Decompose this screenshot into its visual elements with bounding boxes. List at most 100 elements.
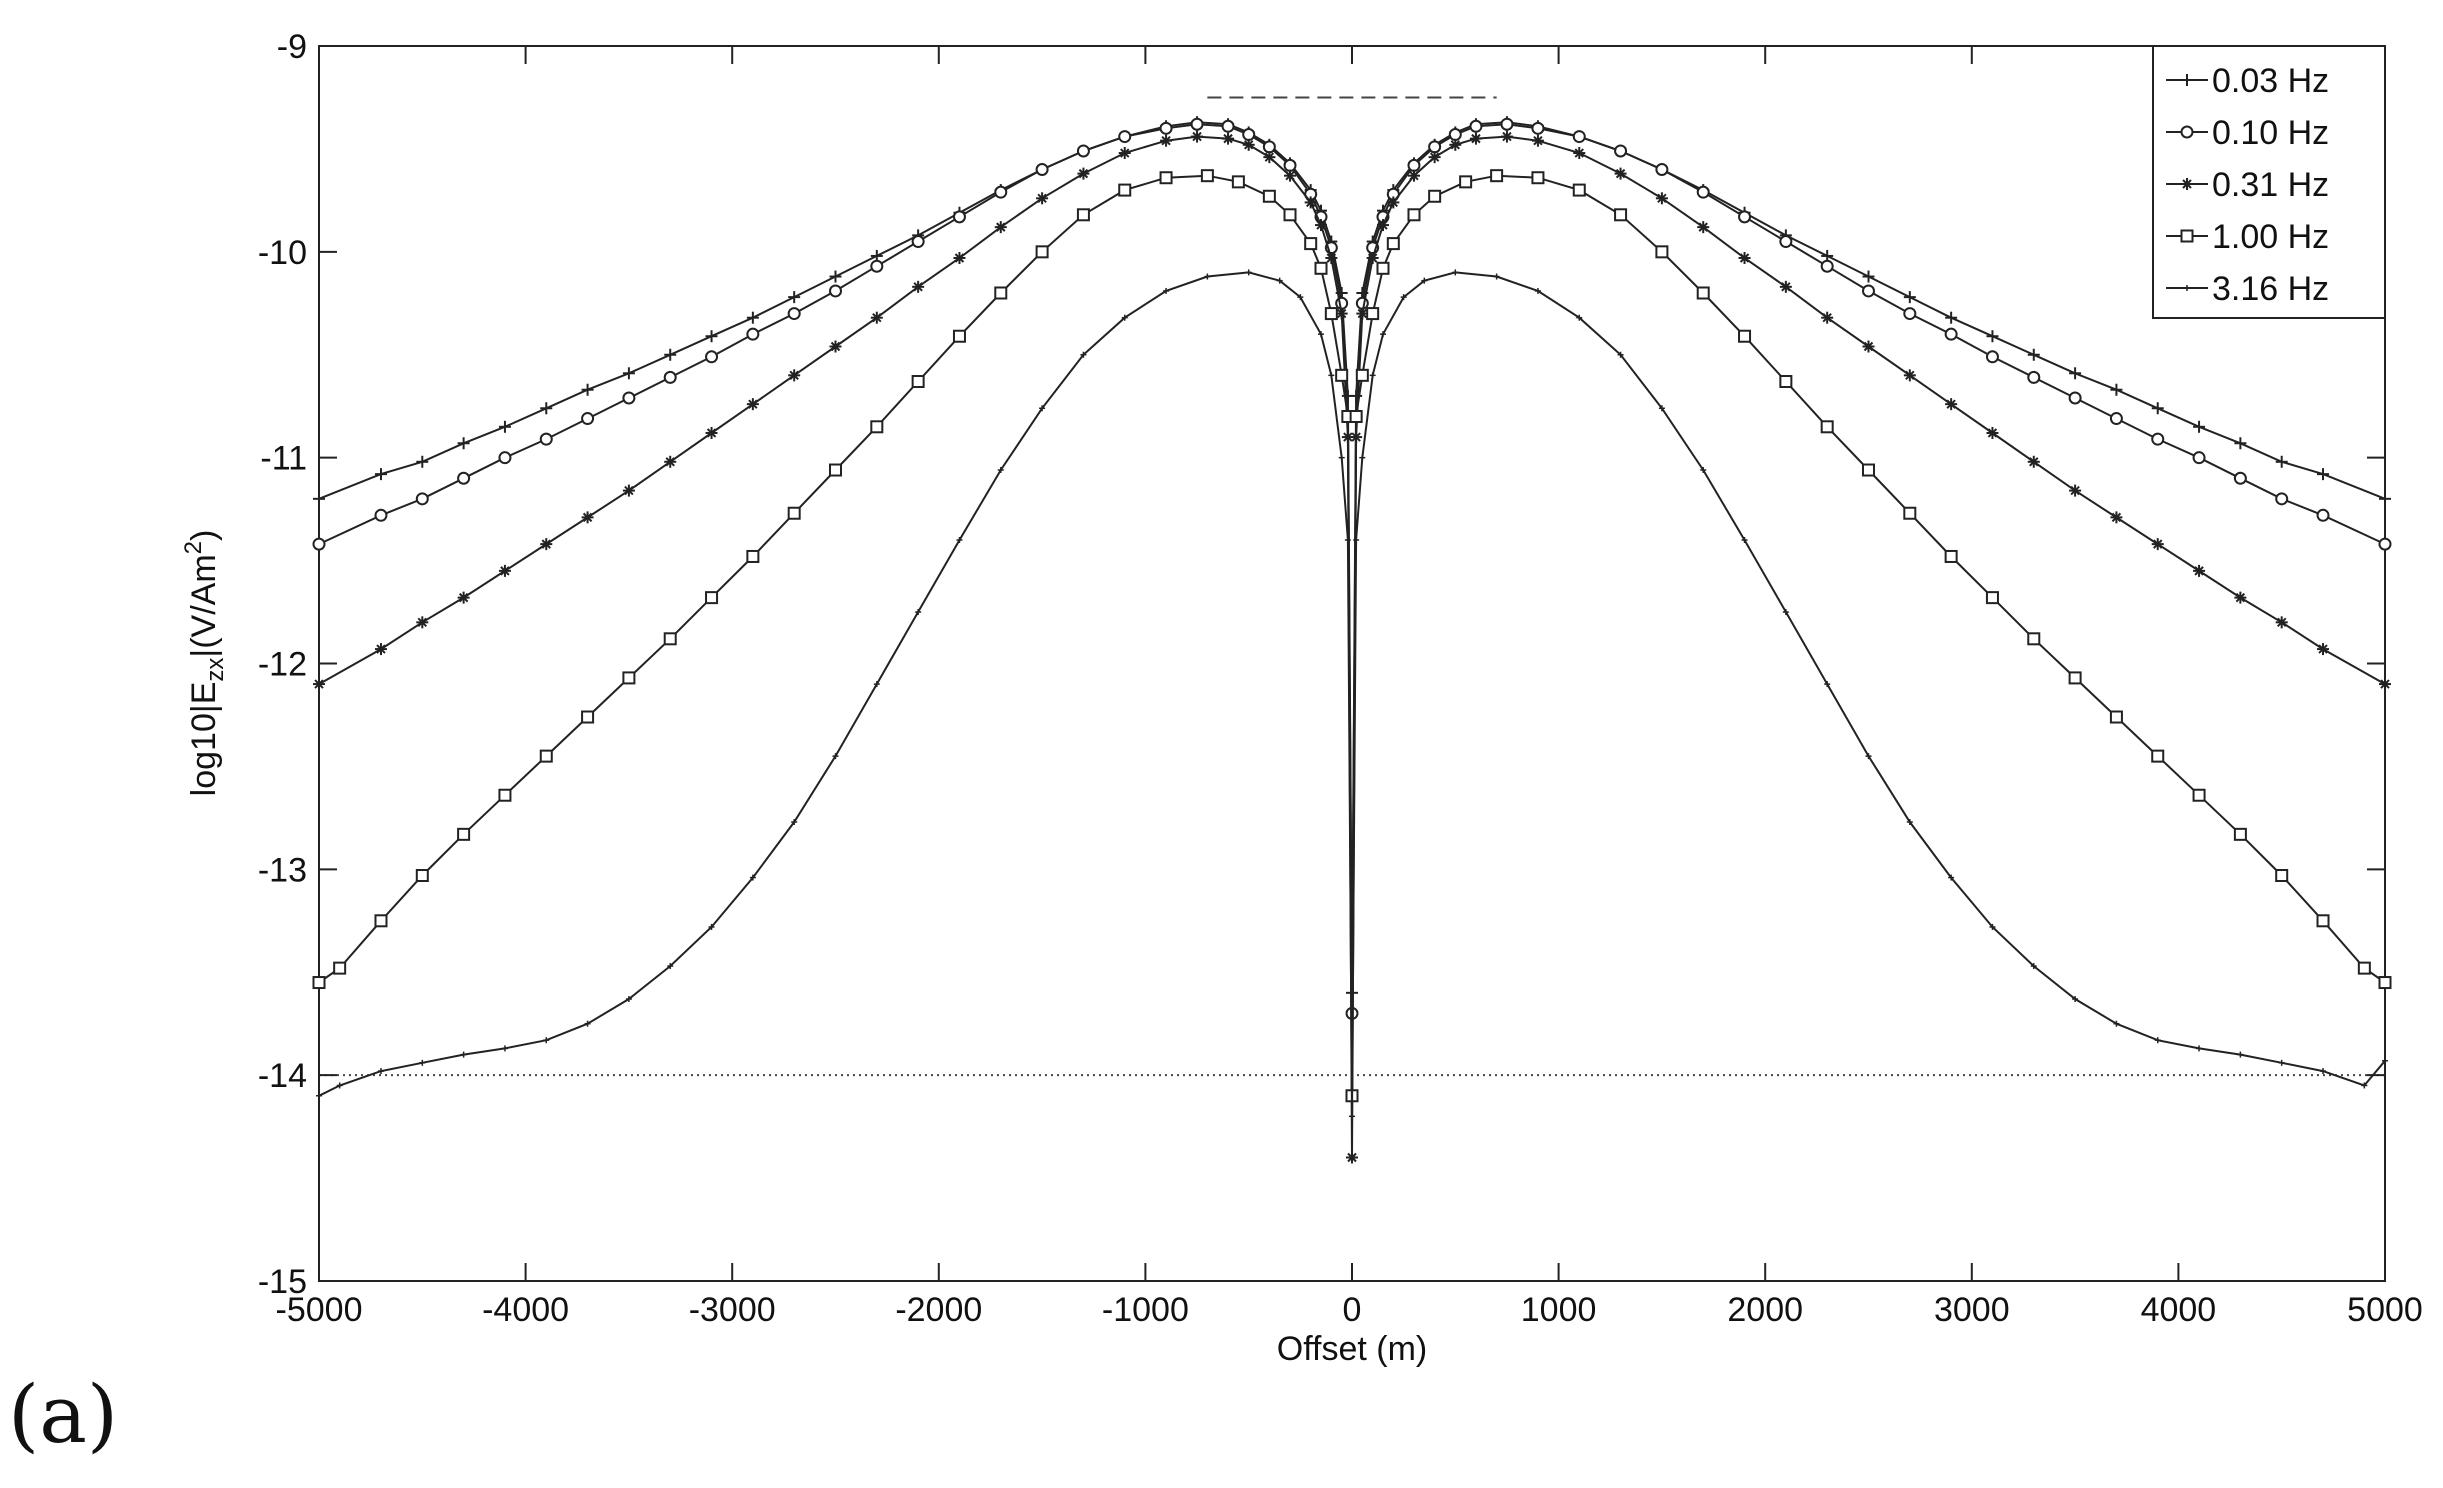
data-point <box>911 375 925 389</box>
data-point <box>1204 273 1211 280</box>
data-point <box>1428 189 1442 203</box>
x-tick-label: 4000 <box>2141 1291 2217 1329</box>
x-tick-label: 2000 <box>1727 1291 1803 1329</box>
data-point <box>581 383 594 396</box>
data-point <box>1779 280 1792 293</box>
data-point <box>1359 454 1366 461</box>
x-tick-label: -4000 <box>482 1291 569 1329</box>
data-point <box>1534 287 1541 294</box>
data-point <box>705 350 719 364</box>
data-point <box>2382 1057 2388 1064</box>
data-point <box>1945 311 1958 324</box>
data-point <box>1658 405 1665 412</box>
data-point <box>952 329 966 343</box>
data-point <box>1944 327 1958 341</box>
data-point <box>1449 138 1462 151</box>
data-point <box>1242 138 1255 151</box>
data-point <box>1779 375 1793 389</box>
data-point <box>416 455 429 468</box>
data-point <box>1366 252 1379 265</box>
data-point <box>788 291 801 304</box>
data-point <box>2378 537 2392 551</box>
data-point <box>1242 128 1256 142</box>
data-point <box>1452 269 1459 276</box>
data-point <box>994 286 1008 300</box>
data-point <box>2154 1037 2161 1044</box>
data-point <box>622 367 635 380</box>
data-point <box>2378 976 2392 990</box>
data-point <box>316 1092 322 1099</box>
data-point <box>664 455 677 468</box>
legend-entry: 1.00 Hz <box>2166 218 2329 256</box>
data-point <box>2275 616 2288 629</box>
data-point <box>625 996 632 1003</box>
data-point <box>543 1037 550 1044</box>
data-point <box>2068 391 2082 405</box>
data-point <box>2109 710 2123 724</box>
data-point <box>622 391 636 405</box>
x-tick-label: 1000 <box>1521 1291 1597 1329</box>
data-point <box>1262 140 1276 154</box>
data-point <box>498 564 511 577</box>
data-point <box>1572 183 1586 197</box>
legend-label: 0.31 Hz <box>2212 166 2329 204</box>
data-point <box>1865 753 1872 760</box>
data-point <box>1493 273 1500 280</box>
data-point <box>1297 294 1304 301</box>
data-point <box>1379 331 1386 338</box>
data-point <box>2379 678 2391 691</box>
legend-label: 3.16 Hz <box>2212 270 2329 308</box>
data-point <box>539 432 553 446</box>
data-point <box>540 538 553 551</box>
data-point <box>2233 827 2247 841</box>
data-point <box>1376 219 1389 232</box>
data-point <box>2068 671 2082 685</box>
data-point <box>2317 643 2330 656</box>
data-point <box>415 869 429 883</box>
data-point <box>460 1051 467 1058</box>
panel-label: (a) <box>8 1368 119 1461</box>
ticks-layer: -5000 -4000 -3000 -2000 -1000 0 1000 2000 3000 40… <box>258 28 2423 1329</box>
data-point <box>377 1068 384 1075</box>
data-point <box>1366 307 1380 321</box>
data-point <box>584 1020 591 1027</box>
data-point <box>2192 451 2206 465</box>
data-point <box>2193 420 2206 433</box>
data-point <box>1283 158 1297 172</box>
data-point <box>1077 167 1090 180</box>
data-point <box>540 402 553 415</box>
data-point <box>787 506 801 520</box>
data-point <box>1576 314 1583 321</box>
data-point <box>1324 307 1338 321</box>
x-axis-label: Offset (m) <box>1277 1330 1428 1368</box>
data-point <box>1035 163 1049 176</box>
x-tick-label: -5000 <box>276 1291 363 1329</box>
data-point <box>419 1059 426 1066</box>
y-axis-label: log10|Ezx|(V/Am2) <box>180 530 229 797</box>
data-point <box>457 827 471 841</box>
legend-label: 1.00 Hz <box>2212 218 2329 256</box>
legend-entry: 3.16 Hz <box>2166 270 2329 308</box>
data-point <box>1655 163 1669 176</box>
data-point <box>498 451 512 465</box>
series-4 <box>316 269 2388 1120</box>
data-point <box>788 369 801 382</box>
data-point <box>2192 788 2206 802</box>
data-point <box>1531 134 1544 147</box>
data-point <box>1500 130 1513 143</box>
data-point <box>1469 119 1483 133</box>
data-point <box>1906 818 1913 825</box>
data-point <box>2320 1068 2327 1075</box>
data-point <box>1315 219 1328 232</box>
data-point <box>1284 169 1297 182</box>
x-tick-label: -3000 <box>689 1291 776 1329</box>
data-point <box>1222 132 1235 145</box>
data-point <box>1779 235 1793 249</box>
data-point <box>1160 134 1173 147</box>
legend-label: 0.10 Hz <box>2212 114 2329 152</box>
y-axis-label-end: ) <box>185 530 223 541</box>
data-point <box>1355 368 1369 382</box>
data-point <box>1283 208 1297 222</box>
data-point <box>1318 331 1325 338</box>
data-point <box>705 426 718 439</box>
